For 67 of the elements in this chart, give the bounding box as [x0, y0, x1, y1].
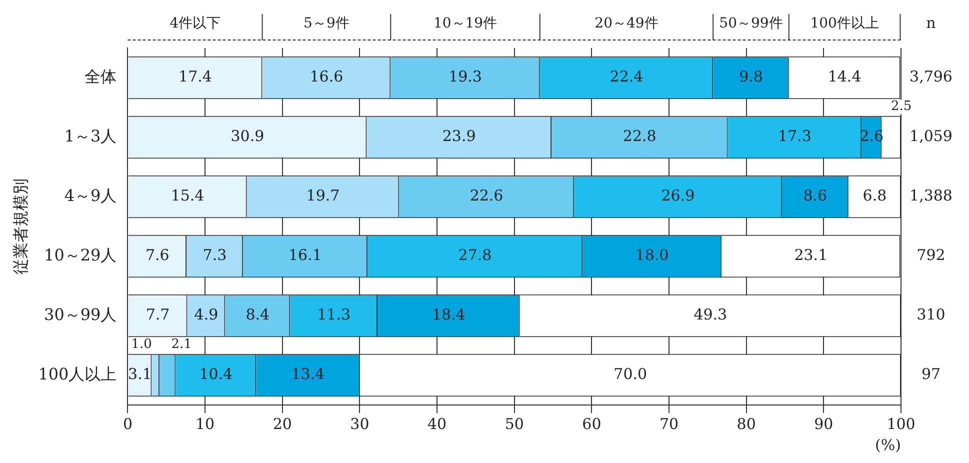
data-label: 23.9	[442, 127, 476, 146]
x-tick-label: 60	[582, 414, 602, 433]
series-label: 5～9件	[304, 16, 350, 32]
data-label: 26.9	[661, 186, 695, 205]
data-label: 22.6	[470, 186, 504, 205]
data-label: 8.6	[803, 186, 828, 205]
data-label: 8.4	[246, 306, 270, 324]
x-tick-label: 80	[736, 414, 756, 433]
y-tick-label: 1～3人	[64, 126, 117, 146]
data-label: 7.6	[145, 246, 170, 264]
data-label: 3.1	[128, 365, 152, 384]
text: 97	[921, 365, 941, 384]
x-tick-label: 0	[122, 414, 133, 433]
data-label: 23.1	[794, 246, 828, 264]
data-label: 17.4	[178, 68, 212, 86]
series-label: 4件以下	[170, 16, 221, 32]
text: 1,388	[910, 186, 952, 205]
data-label: 6.8	[862, 186, 887, 205]
series-label: 10～19件	[433, 16, 498, 32]
x-tick-label: 100	[886, 414, 916, 433]
series-label: 100件以上	[810, 16, 879, 32]
data-label: 22.4	[610, 68, 644, 86]
x-tick-label: 70	[659, 414, 679, 433]
data-label: 10.4	[199, 365, 233, 384]
x-tick-label: 10	[196, 414, 215, 433]
y-axis-title: 従業者規模別	[10, 178, 30, 274]
data-label: 1.0	[131, 337, 152, 352]
text: 310	[916, 306, 946, 324]
data-label: 14.4	[828, 68, 862, 86]
data-label: 17.3	[778, 127, 812, 146]
data-label: 19.3	[448, 68, 482, 86]
y-tick-label: 10～29人	[44, 245, 117, 264]
data-label: 2.5	[890, 99, 912, 114]
data-label: 27.8	[458, 246, 492, 264]
y-tick-label: 全体	[84, 66, 117, 86]
data-label: 11.3	[317, 306, 351, 324]
series-label: 50～99件	[719, 16, 783, 32]
x-axis-title: (%)	[875, 436, 901, 454]
data-label: 7.3	[202, 246, 227, 264]
data-label: 49.3	[694, 306, 728, 324]
data-label: 22.8	[622, 127, 656, 146]
x-tick-label: 50	[504, 414, 524, 433]
x-tick-label: 30	[350, 414, 370, 433]
y-tick-label: 30～99人	[44, 304, 117, 324]
data-label: 13.4	[291, 365, 325, 384]
data-label: 30.9	[230, 127, 264, 146]
data-label: 4.9	[194, 306, 218, 324]
text: 1,059	[910, 127, 952, 146]
text: 792	[916, 246, 946, 264]
data-label: 70.0	[614, 365, 648, 384]
x-tick-label: 20	[272, 414, 292, 433]
data-label: 18.0	[635, 246, 669, 264]
series-label: 20～49件	[594, 16, 658, 32]
y-tick-label: 100人以上	[38, 364, 117, 384]
text: n	[926, 14, 936, 32]
data-label: 18.4	[432, 306, 466, 324]
data-label: 15.4	[170, 186, 204, 205]
data-label: 19.7	[306, 186, 340, 205]
data-label: 16.6	[310, 68, 344, 86]
data-label: 7.7	[146, 306, 170, 324]
data-label: 16.1	[288, 246, 322, 264]
data-label: 2.1	[171, 337, 192, 352]
x-tick-label: 40	[427, 414, 447, 433]
y-tick-label: 4～9人	[64, 186, 117, 205]
data-label: 9.8	[739, 68, 763, 86]
text: 3,796	[910, 68, 952, 86]
x-tick-label: 90	[814, 414, 834, 433]
